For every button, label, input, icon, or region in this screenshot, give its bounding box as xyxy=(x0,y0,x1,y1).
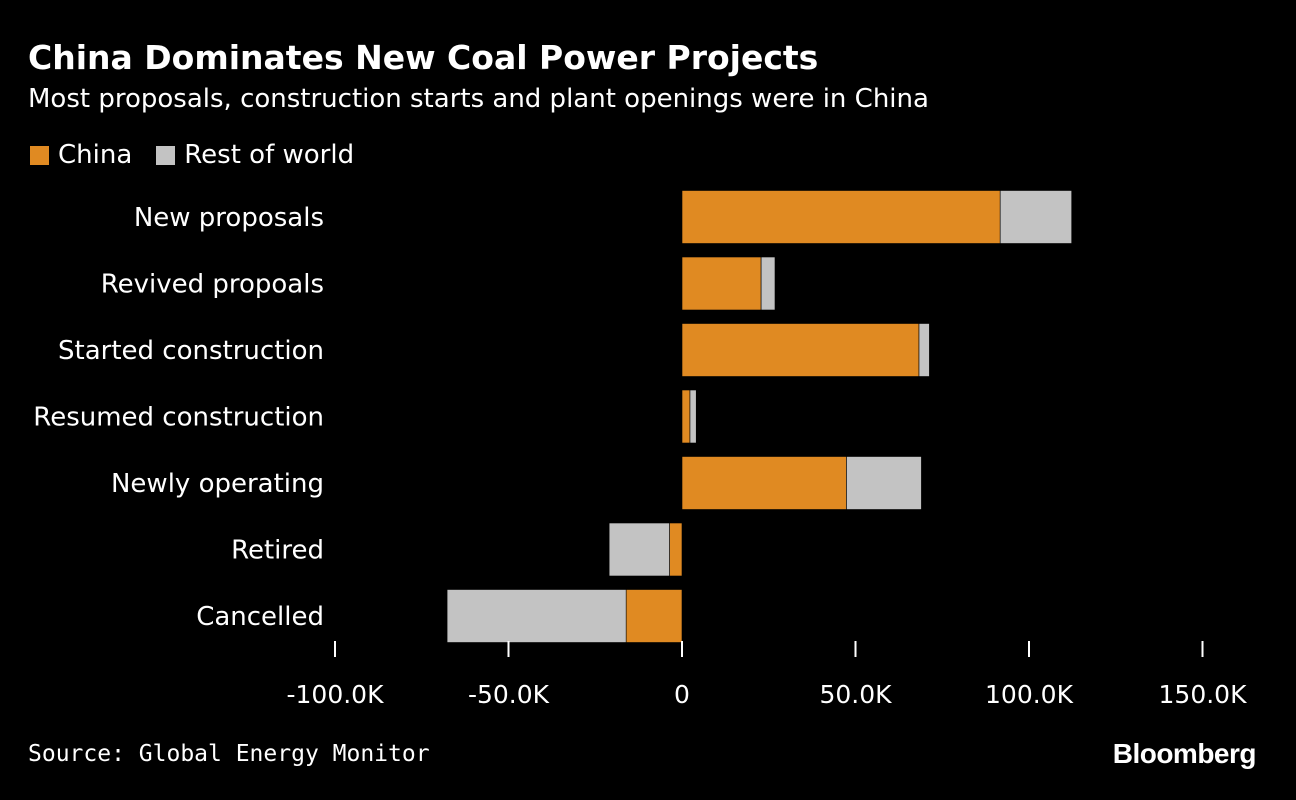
legend-swatch-china xyxy=(30,145,49,165)
x-tick-label-4: 100.0K xyxy=(985,680,1074,709)
legend-label-china: China xyxy=(58,140,133,170)
category-label-resumed-construction: Resumed construction xyxy=(33,403,324,433)
bar-rest-of-world-revived-propoals xyxy=(760,256,776,311)
bar-rest-of-world-started-construction xyxy=(918,323,930,377)
source-note: Source: Global Energy Monitor xyxy=(28,741,430,767)
bar-china-revived-propoals xyxy=(681,256,762,311)
legend: China Rest of world xyxy=(30,140,378,170)
x-tick-label-5: 150.0K xyxy=(1159,680,1248,709)
brand-logo: Bloomberg xyxy=(1112,738,1257,769)
x-tick-label-1: -50.0K xyxy=(468,680,550,709)
bar-china-cancelled xyxy=(625,589,683,643)
chart-title: China Dominates New Coal Power Projects xyxy=(28,38,819,77)
legend-label-rest-of-world: Rest of world xyxy=(184,140,355,170)
chart-subtitle: Most proposals, construction starts and … xyxy=(28,84,929,114)
x-tick-label-2: 0 xyxy=(674,680,690,709)
bar-rest-of-world-cancelled xyxy=(446,589,627,643)
category-label-new-proposals: New proposals xyxy=(134,203,324,233)
category-label-newly-operating: Newly operating xyxy=(111,469,324,499)
bar-rest-of-world-resumed-construction xyxy=(689,389,697,444)
x-tick-label-3: 50.0K xyxy=(819,680,892,709)
bar-rest-of-world-retired xyxy=(608,522,670,577)
category-label-retired: Retired xyxy=(231,536,324,566)
bar-china-resumed-construction xyxy=(681,389,691,444)
bar-rest-of-world-newly-operating xyxy=(846,456,922,510)
bar-china-started-construction xyxy=(681,323,920,377)
category-label-cancelled: Cancelled xyxy=(196,602,324,632)
legend-swatch-rest-of-world xyxy=(156,145,176,165)
category-label-started-construction: Started construction xyxy=(58,336,324,366)
category-label-revived-propoals: Revived propoals xyxy=(101,270,324,300)
x-tick-label-0: -100.0K xyxy=(287,680,385,709)
bar-china-retired xyxy=(669,522,683,577)
bar-rest-of-world-new-proposals xyxy=(999,190,1072,244)
legend-item-rest-of-world: Rest of world xyxy=(156,140,354,170)
bar-china-new-proposals xyxy=(681,190,1001,244)
bar-china-newly-operating xyxy=(681,456,847,510)
legend-item-china: China xyxy=(30,140,132,170)
